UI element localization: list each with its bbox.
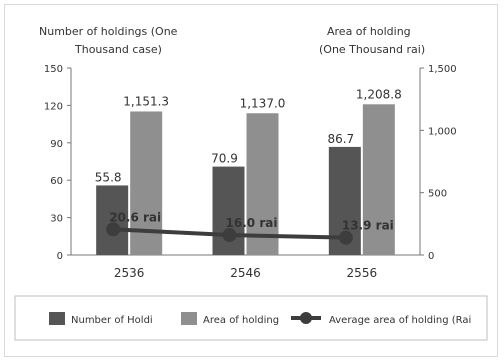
y-left-tick-label: 0 (57, 251, 63, 262)
y-right-tick-label: 1,000 (428, 126, 457, 137)
legend-label-average: Average area of holding (Rai (329, 315, 471, 326)
data-label-area: 1,151.3 (123, 94, 169, 108)
bar-area (362, 104, 395, 255)
average-point (338, 230, 353, 245)
average-point (222, 228, 237, 243)
average-line (106, 222, 353, 245)
y-right-label-line1: Area of holding (327, 25, 411, 38)
y-left-tick-label: 60 (50, 176, 63, 187)
data-label-holdings: 55.8 (95, 170, 122, 184)
y-left-tick-label: 90 (50, 139, 63, 150)
legend-label-holdings: Number of Holdi (71, 315, 153, 326)
legend-swatch-holdings (49, 312, 65, 325)
y-right-tick-label: 0 (428, 251, 434, 262)
x-tick-label: 2556 (347, 266, 378, 280)
average-point (106, 222, 121, 237)
combo-chart: Number of holdings (One Thousand case) A… (14, 25, 488, 341)
y-left-tick-label: 150 (44, 64, 63, 75)
data-label-area: 1,208.8 (356, 87, 402, 101)
x-tick-label: 2546 (230, 266, 261, 280)
legend-swatch-area (181, 312, 197, 325)
y-left-tick-label: 30 (50, 214, 63, 225)
data-label-average: 13.9 rai (342, 219, 394, 233)
y-right-label-line2: (One Thousand rai) (319, 43, 425, 56)
y-left-label-line1: Number of holdings (One (39, 25, 178, 38)
legend-label-area: Area of holding (203, 315, 279, 326)
legend-box (14, 295, 488, 341)
axes: 0 30 60 90 120 150 0 500 1,000 1,500 2536 2546 2556 (44, 64, 457, 280)
data-label-average: 20.6 rai (109, 210, 161, 224)
y-right-tick-label: 1,500 (428, 64, 457, 75)
data-label-holdings: 70.9 (211, 152, 238, 166)
x-tick-label: 2536 (114, 266, 145, 280)
legend-swatch-average-marker (300, 312, 312, 324)
bar-area (246, 113, 279, 255)
y-left-tick-label: 120 (44, 101, 63, 112)
data-label-average: 16.0 rai (226, 216, 278, 230)
data-labels: 55.8 1,151.3 70.9 1,137.0 86.7 1,208.8 20.6 ra… (95, 87, 402, 232)
y-left-label-line2: Thousand case) (74, 43, 162, 56)
bar-holdings (96, 185, 129, 255)
data-label-holdings: 86.7 (327, 132, 354, 146)
y-right-tick-label: 500 (428, 189, 447, 200)
chart-container: Number of holdings (One Thousand case) A… (4, 4, 498, 357)
data-label-area: 1,137.0 (240, 96, 286, 110)
